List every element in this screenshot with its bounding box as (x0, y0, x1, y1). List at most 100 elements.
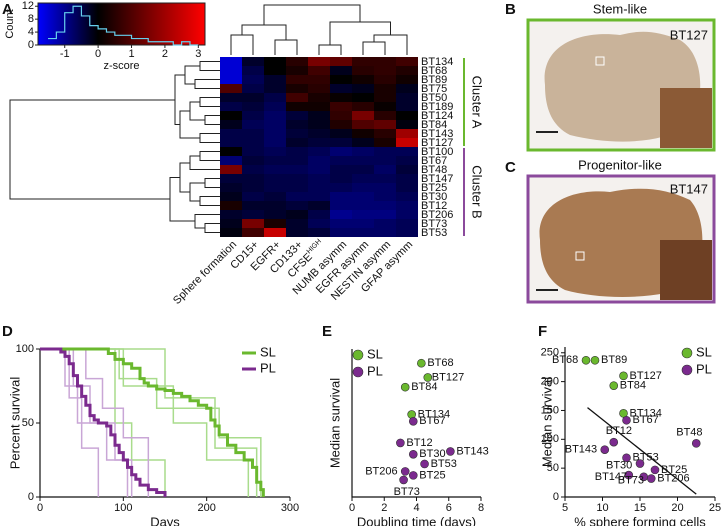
heatmap-cell (396, 210, 418, 219)
heatmap-cell (264, 111, 286, 120)
heatmap-cell (220, 183, 242, 192)
panel-label: E (322, 323, 332, 340)
point-label: BT12 (606, 425, 632, 437)
heatmap-cell (374, 138, 396, 147)
y-tick-label: 50 (22, 417, 34, 429)
column-label: Sphere formation (171, 239, 239, 307)
heatmap-cell (220, 147, 242, 156)
heatmap-cell (396, 192, 418, 201)
heatmap-cell (286, 183, 308, 192)
heatmap-cell (308, 102, 330, 111)
y-axis-label: Percent survival (7, 377, 22, 470)
heatmap-cell (286, 120, 308, 129)
heatmap-cell (396, 147, 418, 156)
heatmap-cell (286, 75, 308, 84)
individual-survival-line (40, 348, 258, 497)
heatmap-cell (286, 165, 308, 174)
heatmap-cell (286, 147, 308, 156)
image-label: BT127 (670, 27, 708, 42)
data-point (590, 355, 600, 365)
row-label: BT75 (421, 83, 447, 95)
y-tick-label: 12 (22, 0, 34, 12)
legend-swatch (681, 364, 693, 376)
heatmap-cell (286, 219, 308, 228)
heatmap-cell (242, 111, 264, 120)
heatmap-cell (374, 183, 396, 192)
data-point (622, 453, 631, 463)
row-label: BT134 (421, 56, 453, 68)
y-tick-label: 0 (28, 491, 34, 503)
heatmap-cell (264, 129, 286, 138)
y-axis-label: Median survival (327, 378, 342, 468)
row-label: BT100 (421, 146, 453, 158)
point-label: BT73 (618, 475, 644, 487)
heatmap-cell (374, 165, 396, 174)
data-point (619, 371, 628, 381)
point-label: BT12 (406, 437, 432, 449)
heatmap-cell (286, 174, 308, 183)
legend-swatch (352, 366, 364, 378)
heatmap-cell (374, 129, 396, 138)
x-tick-label: 300 (281, 502, 299, 514)
heatmap-cell (308, 210, 330, 219)
heatmap-cell (286, 192, 308, 201)
x-tick-label: 6 (446, 502, 452, 514)
heatmap-cell (374, 120, 396, 129)
heatmap-cell (220, 210, 242, 219)
heatmap-cell (220, 66, 242, 75)
heatmap-cell (352, 147, 374, 156)
legend-swatch (681, 347, 693, 359)
heatmap-cell (286, 57, 308, 66)
heatmap-cell (352, 111, 374, 120)
heatmap-cell (330, 219, 352, 228)
data-point (423, 373, 433, 382)
heatmap-cell (396, 66, 418, 75)
heatmap-cell (308, 147, 330, 156)
heatmap-cell (308, 84, 330, 93)
heatmap-cell (220, 93, 242, 102)
point-label: BT127 (432, 371, 464, 383)
image-title: Stem-like (593, 1, 647, 16)
heatmap-cell (396, 183, 418, 192)
x-tick-label: 20 (671, 502, 683, 514)
heatmap-cell (308, 120, 330, 129)
x-tick-label: 4 (413, 502, 419, 514)
heatmap-cell (264, 174, 286, 183)
heatmap-cell (286, 84, 308, 93)
heatmap-cell (374, 102, 396, 111)
heatmap-cell (330, 183, 352, 192)
heatmap-cell (352, 75, 374, 84)
point-label: BT30 (419, 448, 445, 460)
x-axis-label: % sphere forming cells (574, 514, 706, 526)
image-label: BT147 (670, 181, 708, 196)
y-tick-label: 250 (541, 347, 559, 359)
legend-label: PL (260, 360, 276, 375)
x-tick-label: 2 (381, 502, 387, 514)
data-point (396, 438, 405, 448)
heatmap-cell (220, 75, 242, 84)
y-tick-label: 100 (16, 343, 34, 355)
row-label: BT147 (421, 173, 453, 185)
panel-label: C (505, 159, 516, 176)
row-label: BT50 (421, 92, 447, 104)
heatmap-cell (352, 102, 374, 111)
inset-marker (595, 56, 605, 66)
heatmap-cell (396, 84, 418, 93)
heatmap-cell (396, 111, 418, 120)
color-key (37, 2, 206, 46)
point-label: BT127 (630, 370, 662, 382)
heatmap-cell (374, 57, 396, 66)
y-tick-label: 50 (547, 462, 559, 474)
heatmap-cell (242, 66, 264, 75)
heatmap-cell (286, 138, 308, 147)
heatmap-cell (352, 57, 374, 66)
heatmap-cell (286, 66, 308, 75)
heatmap-cell (374, 93, 396, 102)
heatmap-cell (330, 57, 352, 66)
heatmap-cell (330, 111, 352, 120)
heatmap-cell (242, 210, 264, 219)
row-label: BT48 (421, 164, 447, 176)
cluster-label: Cluster A (470, 76, 485, 129)
individual-survival-line (40, 348, 166, 497)
heatmap-cell (220, 201, 242, 210)
